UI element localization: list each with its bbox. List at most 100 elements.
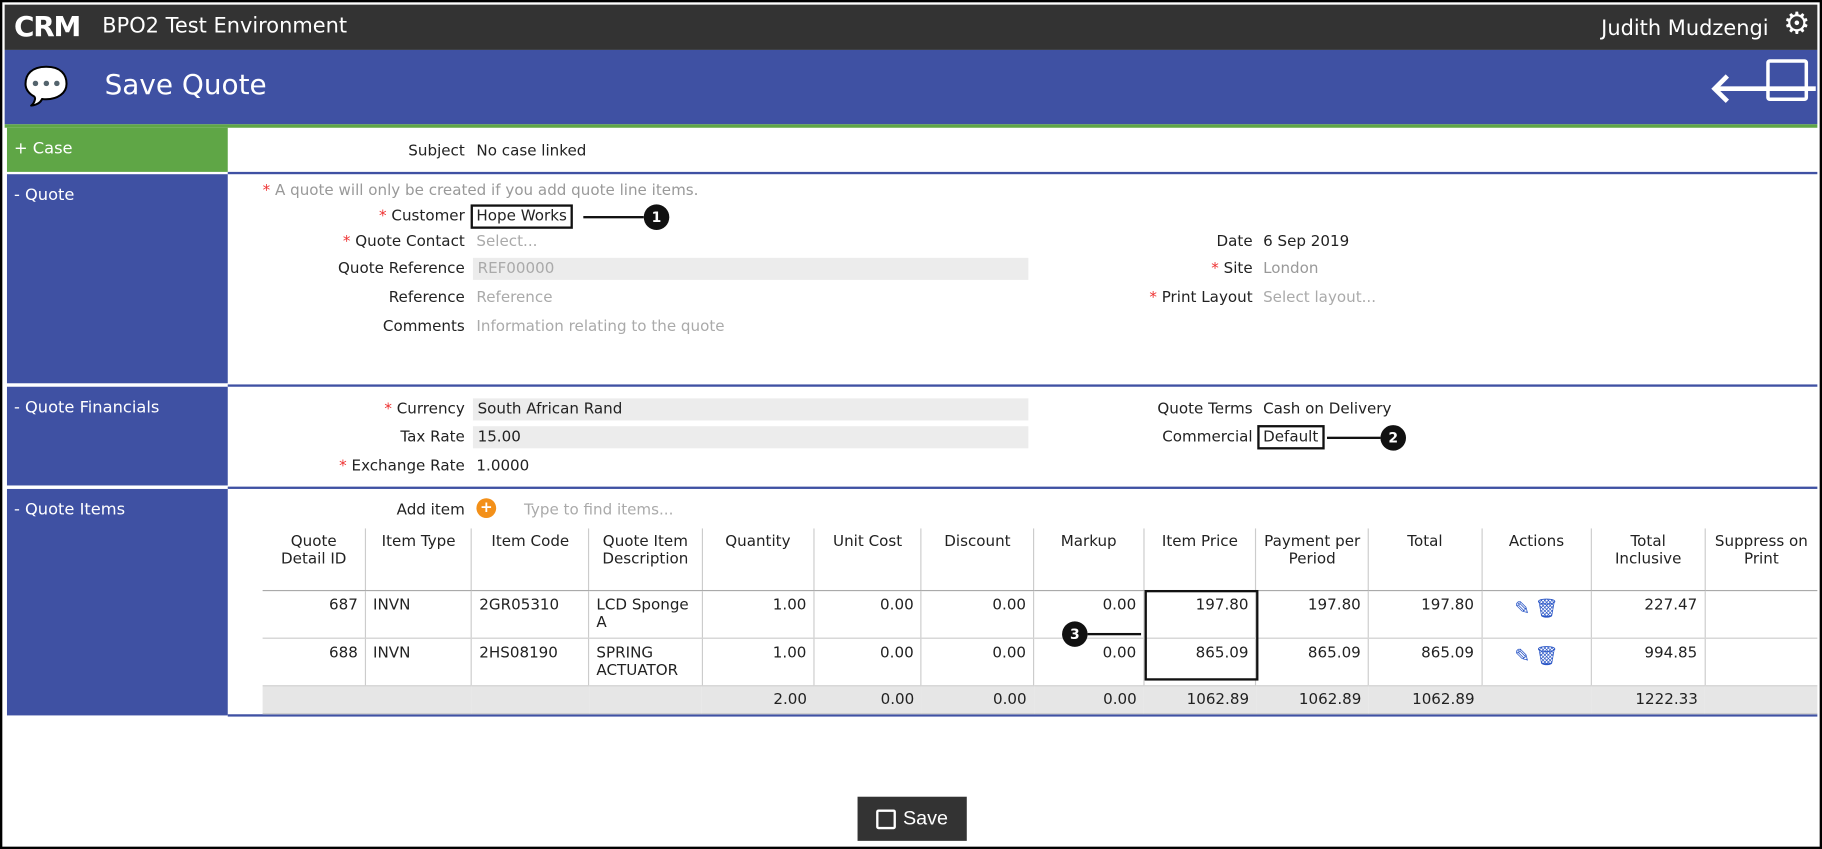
callout-2: 2 xyxy=(1380,425,1407,451)
site-select[interactable]: London xyxy=(1263,260,1319,278)
column-header[interactable]: Total xyxy=(1367,528,1482,592)
table-cell: 0.00 xyxy=(920,638,1034,687)
delete-trash-icon[interactable]: 🗑 xyxy=(1534,596,1559,620)
save-disk-icon[interactable] xyxy=(1766,59,1809,102)
callout-arrow xyxy=(1087,632,1142,636)
table-cell xyxy=(1704,638,1818,687)
divider xyxy=(4,124,1818,128)
crm-logo: CRM xyxy=(13,10,81,43)
quote-reference-label: Quote Reference xyxy=(337,260,465,278)
column-header[interactable]: Item Code xyxy=(471,528,589,592)
table-cell: 865.09 xyxy=(1255,638,1369,687)
exchange-rate-label: Exchange Rate xyxy=(351,457,465,476)
tax-rate-label: Tax Rate xyxy=(400,428,465,446)
customer-field[interactable]: Hope Works xyxy=(470,204,573,229)
column-header[interactable]: Item Price xyxy=(1143,528,1257,592)
table-cell: LCD Sponge A xyxy=(588,590,702,639)
item-price-highlight xyxy=(1144,589,1259,681)
item-search-input[interactable]: Type to find items... xyxy=(524,501,674,520)
totals-row: 2.00 0.00 0.00 0.00 1062.89 1062.89 1062.89 122… xyxy=(262,685,1818,715)
quote-contact-label: Quote Contact xyxy=(355,233,465,251)
column-header[interactable]: Unit Cost xyxy=(813,528,922,592)
table-cell xyxy=(1704,590,1818,639)
column-header[interactable]: Markup xyxy=(1033,528,1144,592)
total-cell xyxy=(262,685,366,715)
table-cell: 688 xyxy=(262,638,366,687)
table-cell: 197.80 xyxy=(1255,590,1369,639)
column-header[interactable]: Item Type xyxy=(364,528,472,592)
reference-input[interactable]: Reference xyxy=(476,289,553,307)
print-layout-select[interactable]: Select layout... xyxy=(1263,289,1377,307)
quote-items-table: Quote Detail ID Item Type Item Code Quote I… xyxy=(262,528,1818,715)
currency-field: South African Rand xyxy=(472,398,1029,421)
total-cell: 0.00 xyxy=(1033,685,1144,715)
column-header[interactable]: Quantity xyxy=(701,528,814,592)
reference-label: Reference xyxy=(388,289,465,307)
divider xyxy=(227,384,1818,387)
section-toggle-items[interactable]: - Quote Items xyxy=(6,488,228,716)
divider xyxy=(227,171,1818,175)
quote-terms-value[interactable]: Cash on Delivery xyxy=(1263,400,1392,419)
table-cell: 0.00 xyxy=(920,590,1034,639)
table-cell: 994.85 xyxy=(1590,638,1705,687)
customer-label: Customer xyxy=(391,207,465,226)
commercial-field[interactable]: Default xyxy=(1257,425,1325,450)
callout-1: 1 xyxy=(643,204,670,230)
callout-3: 3 xyxy=(1062,621,1088,647)
total-cell: 1062.89 xyxy=(1368,685,1482,715)
total-cell: 1222.33 xyxy=(1591,685,1705,715)
total-cell: 1062.89 xyxy=(1256,685,1369,715)
divider xyxy=(227,714,1818,717)
edit-pencil-icon[interactable]: ✎ xyxy=(1514,644,1531,667)
total-cell xyxy=(1704,685,1818,715)
currency-label: Currency xyxy=(396,400,465,419)
table-cell: 197.80 xyxy=(1143,590,1257,639)
environment-name: BPO2 Test Environment xyxy=(102,13,348,39)
quote-note: A quote will only be created if you add … xyxy=(274,182,699,200)
table-cell: 1.00 xyxy=(701,590,814,639)
date-value[interactable]: 6 Sep 2019 xyxy=(1263,233,1350,251)
total-cell xyxy=(365,685,472,715)
total-cell: 2.00 xyxy=(701,685,814,715)
divider xyxy=(227,486,1818,489)
table-cell: 0.00 xyxy=(813,638,922,687)
column-header[interactable]: Suppress on Print xyxy=(1704,528,1818,592)
table-cell: 687 xyxy=(262,590,366,639)
section-toggle-financials[interactable]: - Quote Financials xyxy=(6,386,228,486)
column-header[interactable]: Payment per Period xyxy=(1255,528,1369,592)
commercial-label: Commercial xyxy=(1162,428,1253,446)
exchange-rate-input[interactable]: 1.0000 xyxy=(476,457,530,476)
column-header[interactable]: Total Inclusive xyxy=(1590,528,1705,592)
column-header[interactable]: Actions xyxy=(1480,528,1592,592)
total-cell xyxy=(471,685,589,715)
chat-bubbles-icon: 💬 xyxy=(23,63,70,109)
table-cell: 0.00 xyxy=(813,590,922,639)
user-name[interactable]: Judith Mudzengi xyxy=(1601,16,1769,41)
section-toggle-quote[interactable]: - Quote xyxy=(6,174,228,384)
table-cell: 865.09 xyxy=(1367,638,1482,687)
actions-cell: ✎ 🗑 xyxy=(1480,590,1592,639)
total-cell: 0.00 xyxy=(813,685,922,715)
column-header[interactable]: Quote Detail ID xyxy=(262,528,366,592)
add-item-plus-icon[interactable]: + xyxy=(476,498,497,518)
date-label: Date xyxy=(1216,233,1253,251)
quote-contact-select[interactable]: Select... xyxy=(476,233,538,251)
edit-pencil-icon[interactable]: ✎ xyxy=(1514,596,1531,620)
save-button[interactable]: Save xyxy=(857,796,967,841)
comments-input[interactable]: Information relating to the quote xyxy=(476,318,725,336)
actions-cell: ✎ 🗑 xyxy=(1480,638,1592,687)
total-cell: 0.00 xyxy=(921,685,1034,715)
section-toggle-case[interactable]: + Case xyxy=(6,127,228,172)
column-header[interactable]: Quote Item Description xyxy=(588,528,702,592)
table-row: 688 INVN 2HS08190 SPRING ACTUATOR 1.00 0.00 0.… xyxy=(262,638,1818,687)
table-cell: 0.00 xyxy=(1033,590,1144,639)
delete-trash-icon[interactable]: 🗑 xyxy=(1534,644,1559,667)
back-arrow-icon[interactable]: 🡐 xyxy=(1708,65,1821,113)
gear-icon[interactable]: ⚙ xyxy=(1783,6,1811,42)
page-header: 💬 Save Quote 🡐 xyxy=(4,49,1821,125)
table-cell: 1.00 xyxy=(701,638,814,687)
callout-arrow xyxy=(1326,436,1381,440)
table-cell: 2HS08190 xyxy=(471,638,589,687)
column-header[interactable]: Discount xyxy=(920,528,1034,592)
